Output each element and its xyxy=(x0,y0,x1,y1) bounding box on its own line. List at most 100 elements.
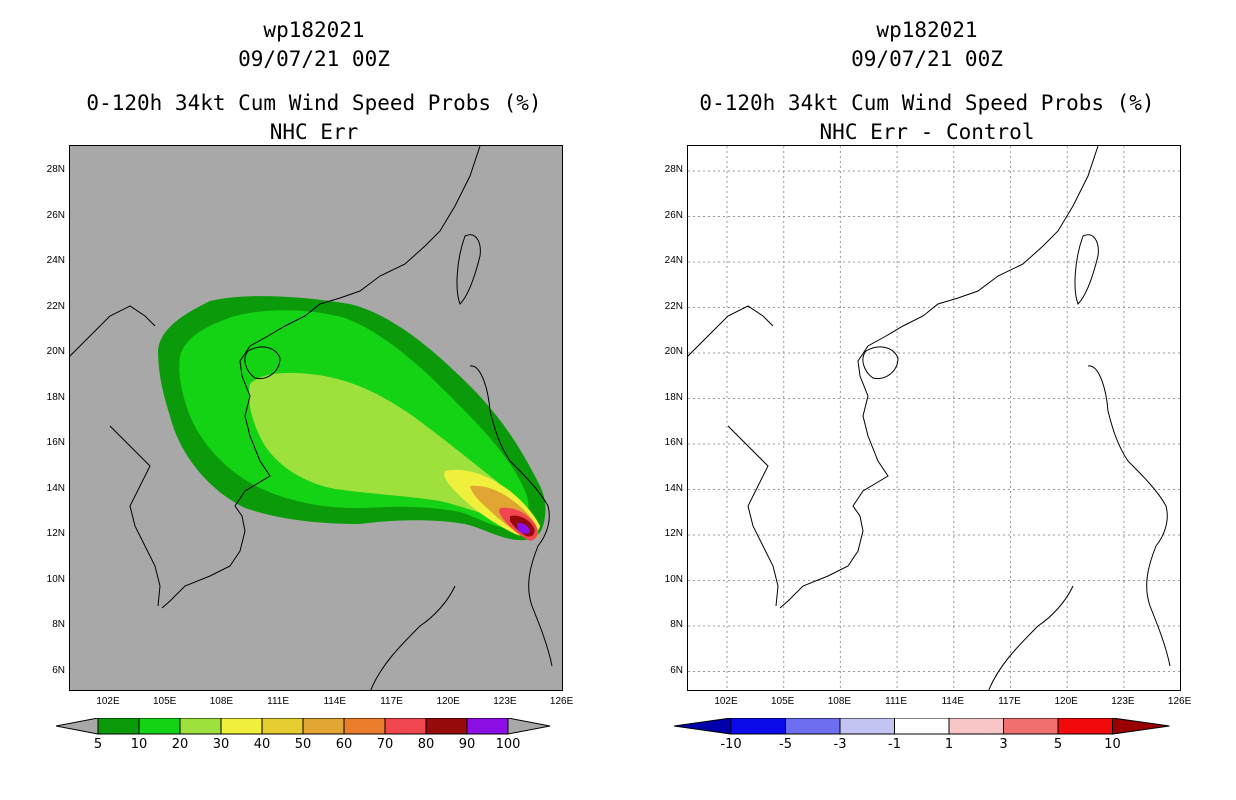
left-coast-indochina xyxy=(70,305,161,607)
left-lat-label: 26N xyxy=(46,209,65,221)
right-lat-label: 12N xyxy=(664,528,683,539)
right-coast-borneo xyxy=(988,585,1074,690)
left-lat-label: 12N xyxy=(46,528,65,539)
left-colorbar-label: 10 xyxy=(130,737,148,752)
left-colorbar-label: 20 xyxy=(171,737,189,752)
left-lon-label: 102E xyxy=(96,696,120,707)
left-product-title: 0-120h 34kt Cum Wind Speed Probs (%) xyxy=(86,91,542,115)
right-coast-indochina xyxy=(688,305,779,607)
right-coast-philippines xyxy=(1087,365,1171,667)
left-colorbar-swatch xyxy=(466,718,509,735)
right-coast-taiwan xyxy=(1074,234,1099,305)
left-colorbar-label: 100 xyxy=(495,737,521,752)
left-lon-label: 117E xyxy=(380,696,403,707)
left-lat-label: 20N xyxy=(46,346,65,357)
left-colorbar-swatch xyxy=(220,718,263,735)
left-colorbar-swatch xyxy=(97,718,140,735)
right-colorbar-label: 3 xyxy=(999,737,1008,752)
right-lon-label: 102E xyxy=(714,696,738,707)
right-lat-label: 26N xyxy=(664,209,683,221)
left-datetime: 09/07/21 00Z xyxy=(238,47,390,71)
right-lat-label: 14N xyxy=(664,482,683,494)
left-colorbar-label: 60 xyxy=(335,737,353,752)
right-colorbar-swatch xyxy=(948,718,1004,735)
right-coast-china xyxy=(779,146,1099,609)
left-lon-label: 108E xyxy=(209,696,234,707)
right-colorbar-min-arrow xyxy=(674,718,732,735)
left-colorbar-max-arrow xyxy=(507,718,551,735)
right-lat-label: 6N xyxy=(670,664,683,676)
left-coast-philippines xyxy=(469,365,553,667)
left-probability-map xyxy=(69,145,563,691)
left-lat-label: 8N xyxy=(52,619,65,630)
left-coast-borneo xyxy=(370,585,456,690)
right-lat-label: 10N xyxy=(664,573,683,585)
left-map-svg xyxy=(70,146,562,690)
right-colorbar-label: 10 xyxy=(1104,737,1121,752)
right-colorbar-swatch xyxy=(730,718,786,735)
right-colorbar-swatch xyxy=(785,718,841,735)
right-colorbar-label: -5 xyxy=(779,737,792,752)
right-colorbar-label: -1 xyxy=(888,737,901,752)
left-colorbar-label: 30 xyxy=(212,737,230,752)
left-subtitle: NHC Err xyxy=(269,120,359,144)
left-colorbar-swatch xyxy=(302,718,345,735)
right-lat-label: 18N xyxy=(664,391,683,403)
right-lon-label: 105E xyxy=(771,696,795,707)
right-lat-label: 24N xyxy=(664,255,683,266)
left-coast-china xyxy=(161,146,481,609)
left-lat-label: 22N xyxy=(46,300,65,312)
left-colorbar-label: 80 xyxy=(417,737,435,752)
right-coastlines xyxy=(688,146,1171,690)
right-lon-label: 120E xyxy=(1054,696,1078,707)
left-lat-label: 28N xyxy=(46,164,65,175)
left-lat-label: 18N xyxy=(46,391,65,403)
left-lon-label: 111E xyxy=(267,696,290,707)
right-difference-map xyxy=(687,145,1181,691)
right-lon-label: 114E xyxy=(941,696,965,707)
right-lat-label: 20N xyxy=(664,346,683,357)
left-colorbar-label: 50 xyxy=(294,737,312,752)
right-colorbar xyxy=(674,718,1170,735)
left-lon-label: 123E xyxy=(493,696,517,707)
right-subtitle: NHC Err - Control xyxy=(819,120,1035,144)
right-colorbar-swatch xyxy=(1057,718,1113,735)
left-colorbar-swatch xyxy=(179,718,222,735)
left-colorbar-swatch xyxy=(343,718,386,735)
right-gridlines xyxy=(688,146,1180,690)
left-colorbar-min-arrow xyxy=(56,718,99,735)
prob-band-90 xyxy=(517,522,530,534)
right-lon-label: 123E xyxy=(1111,696,1135,707)
left-lat-label: 24N xyxy=(46,255,65,266)
right-coast-hainan xyxy=(862,346,899,380)
right-colorbar-label: -10 xyxy=(720,737,742,752)
left-lat-label: 16N xyxy=(46,437,65,448)
left-storm-id: wp182021 xyxy=(263,18,365,42)
left-colorbar-swatch xyxy=(138,718,181,735)
right-colorbar-label: 5 xyxy=(1053,737,1063,752)
right-datetime: 09/07/21 00Z xyxy=(851,47,1003,71)
left-colorbar-swatch xyxy=(425,718,468,735)
right-colorbar-label: 1 xyxy=(944,737,954,752)
right-lat-label: 28N xyxy=(664,164,683,175)
left-colorbar-label: 70 xyxy=(376,737,394,752)
left-colorbar-label: 5 xyxy=(93,737,103,752)
right-map-svg xyxy=(688,146,1180,690)
left-lon-label: 120E xyxy=(436,696,460,707)
left-colorbar xyxy=(56,718,551,735)
right-lat-label: 22N xyxy=(664,300,683,312)
right-colorbar-label: -3 xyxy=(833,737,847,752)
left-lon-label: 126E xyxy=(549,696,574,707)
right-product-title: 0-120h 34kt Cum Wind Speed Probs (%) xyxy=(699,91,1155,115)
right-lat-label: 16N xyxy=(664,437,683,448)
right-colorbar-swatch xyxy=(839,718,895,735)
right-lon-label: 126E xyxy=(1167,696,1192,707)
left-coastlines xyxy=(70,146,553,690)
left-colorbar-label: 40 xyxy=(253,737,271,752)
right-map-background xyxy=(688,146,1180,690)
left-colorbar-swatch xyxy=(384,718,427,735)
right-lon-label: 117E xyxy=(998,696,1021,707)
left-lon-label: 114E xyxy=(323,696,347,707)
right-lon-label: 111E xyxy=(885,696,908,707)
left-lat-label: 10N xyxy=(46,573,65,585)
